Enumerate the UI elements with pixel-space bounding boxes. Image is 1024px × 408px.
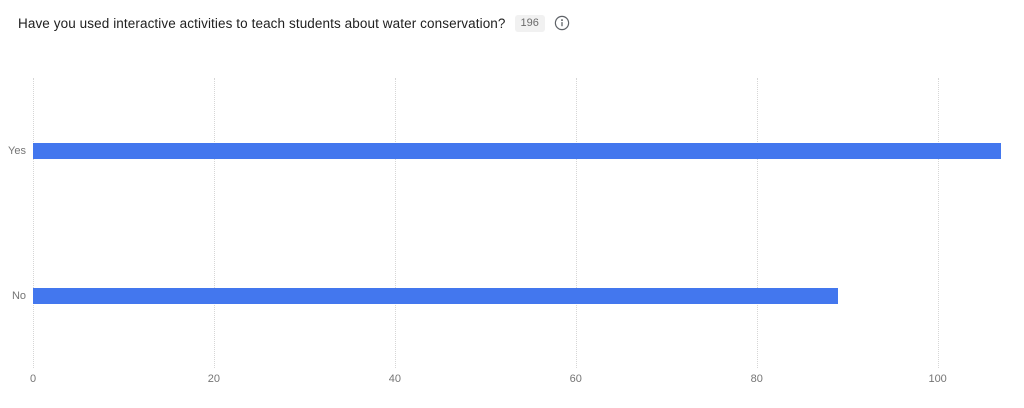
x-tick-label-100: 100 [928,373,947,385]
category-label-no: No [11,289,26,302]
chart-title: Have you used interactive activities to … [18,15,506,31]
info-circle-glyph [554,15,570,31]
gridline-x-40 [394,78,396,368]
response-count-badge: 196 [514,14,545,32]
bar-yes[interactable] [33,142,1001,159]
x-tick-label-60: 60 [569,373,582,385]
x-tick-label-20: 20 [207,373,221,385]
x-tick-label-80: 80 [750,373,763,385]
gridline-x-20 [213,78,215,368]
bar-no[interactable] [33,287,839,304]
gridline-x-60 [575,78,577,368]
gridline-x-0 [33,78,34,368]
chart-header: Have you used interactive activities to … [18,13,570,33]
info-icon[interactable] [554,15,570,31]
gridline-x-80 [756,78,758,368]
x-tick-label-0: 0 [29,373,37,385]
category-label-yes: Yes [8,144,26,157]
x-tick-label-40: 40 [388,373,401,385]
gridline-x-100 [937,78,939,368]
